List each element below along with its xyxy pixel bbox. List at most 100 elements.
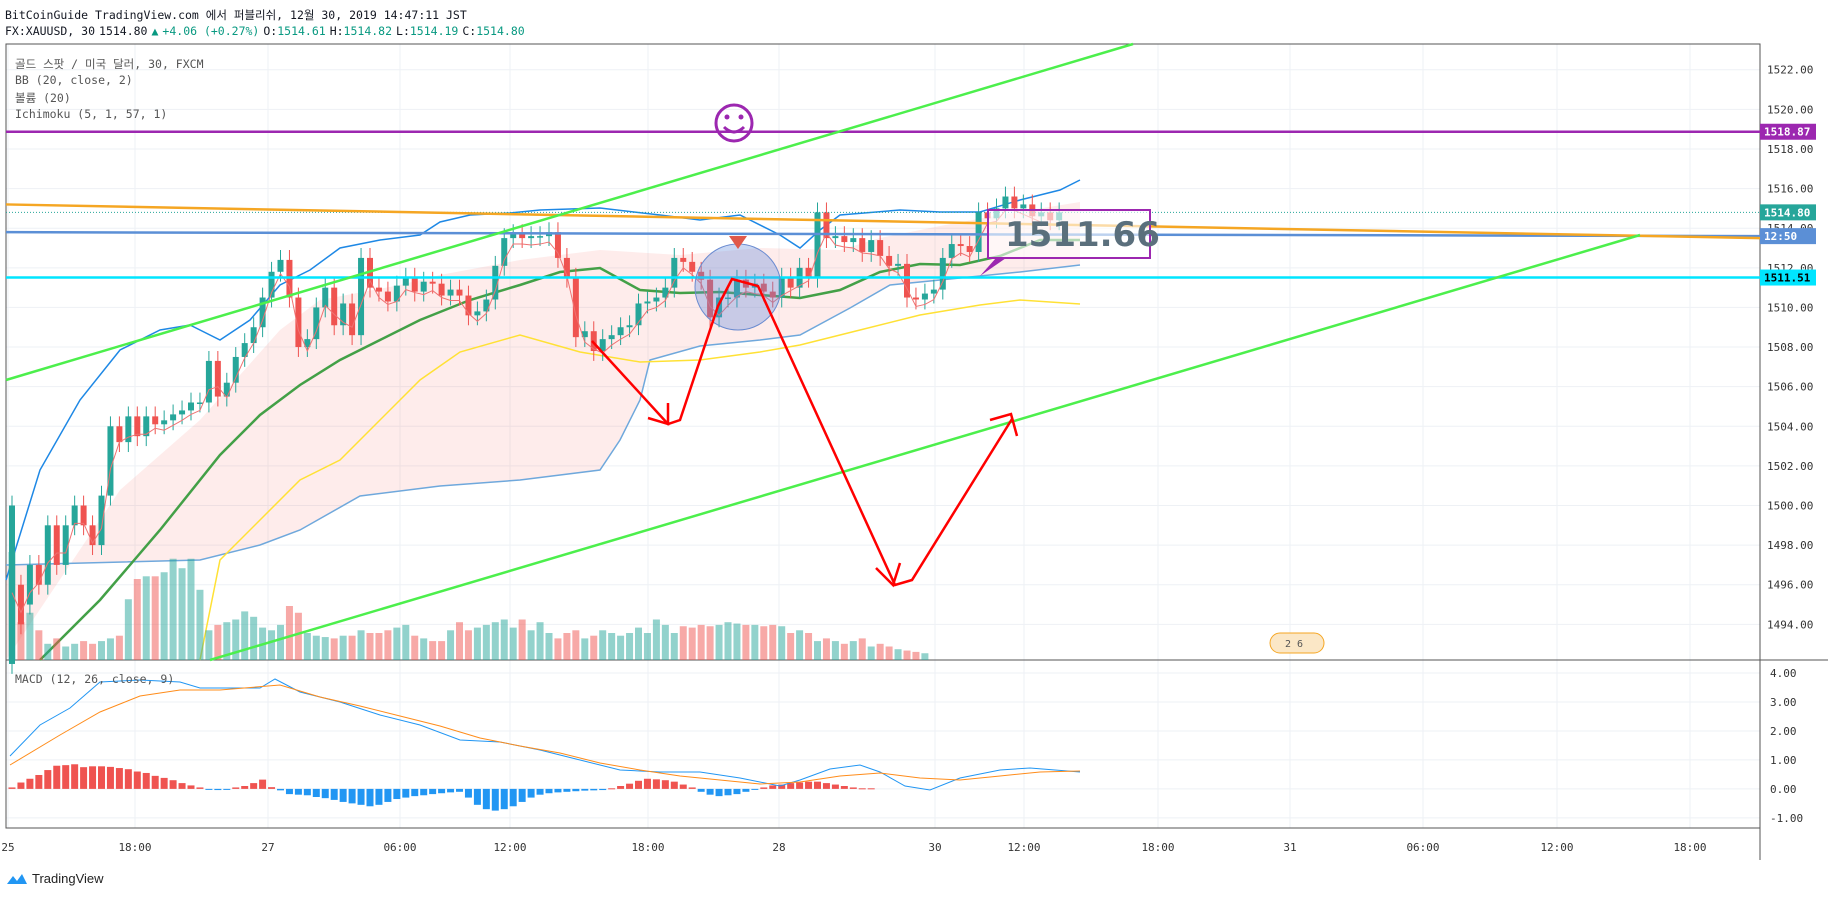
candle [805, 267, 812, 278]
candle [125, 416, 132, 443]
volume-bar [375, 633, 383, 660]
price-tick-label: 1506.00 [1767, 381, 1813, 394]
macd-histogram-bar [840, 786, 848, 789]
price-tick-label: 1516.00 [1767, 183, 1813, 196]
volume-bar [769, 624, 777, 660]
candle [581, 331, 588, 338]
candle [44, 525, 51, 585]
badge-cyan: 1511.51 [1764, 272, 1811, 285]
candle [787, 277, 794, 288]
macd-histogram-bar [124, 769, 132, 789]
volume-bar [822, 638, 830, 660]
highlight-circle [694, 243, 782, 331]
macd-histogram-bar [724, 788, 732, 796]
candle [912, 297, 919, 300]
macd-histogram-bar [858, 788, 866, 790]
volume-bar [106, 638, 114, 660]
candle [537, 236, 544, 238]
candle [358, 257, 365, 336]
volume-bar [545, 633, 553, 660]
volume-bar [321, 637, 329, 660]
candle [930, 289, 937, 294]
price-tick-label: 1520.00 [1767, 103, 1813, 116]
volume-bar [876, 643, 884, 660]
candle [1011, 196, 1018, 209]
macd-tick-label: -1.00 [1770, 812, 1803, 825]
macd-histogram-bar [178, 783, 186, 789]
macd-histogram-bar [679, 784, 687, 789]
macd-histogram-bar [339, 788, 347, 802]
candle [725, 297, 731, 300]
smiley-mouth [722, 125, 746, 134]
badge-countdown: 12:50 [1764, 230, 1797, 243]
macd-histogram-bar [715, 788, 723, 797]
macd-histogram-bar [106, 766, 114, 789]
macd-histogram-bar [554, 788, 562, 793]
open-label: O: [263, 24, 278, 38]
volume-bar [742, 624, 750, 660]
candle [214, 360, 221, 397]
macd-histogram-bar [563, 788, 571, 792]
macd-histogram-bar [223, 788, 231, 790]
smiley-face [714, 103, 754, 143]
macd-histogram-bar [473, 788, 481, 805]
volume-bar [268, 630, 276, 660]
candle [241, 343, 248, 357]
macd-histogram-bar [35, 774, 43, 789]
macd-histogram-bar [643, 778, 651, 789]
price-tick-label: 1508.00 [1767, 341, 1813, 354]
macd-histogram-bar [294, 788, 302, 795]
macd-histogram-bar [706, 788, 714, 795]
macd-histogram-bar [62, 765, 70, 789]
volume-bar [151, 576, 159, 660]
volume-bar [62, 646, 70, 660]
macd-histogram-bar [187, 785, 195, 789]
candle [528, 236, 535, 239]
time-tick-label: 12:00 [493, 841, 526, 854]
legend-macd: MACD (12, 26, close, 9) [15, 672, 175, 686]
volume-bar [608, 633, 616, 660]
candle [698, 271, 705, 280]
price-tick-label: 1504.00 [1767, 420, 1813, 433]
candle [250, 327, 257, 344]
volume-bar [912, 651, 920, 660]
volume-bar [814, 641, 821, 660]
candle [886, 255, 893, 266]
ichimoku-cloud [6, 202, 1080, 660]
macd-histogram-bar [268, 787, 276, 789]
volume-bar [160, 572, 168, 660]
volume-bar [178, 568, 186, 660]
candle [608, 335, 615, 340]
volume-bar [133, 579, 141, 660]
time-tick-label: 06:00 [383, 841, 416, 854]
time-tick-label: 18:00 [631, 841, 664, 854]
volume-bar [572, 630, 580, 660]
volume-bar [617, 635, 625, 660]
tradingview-footer[interactable]: TradingView [6, 871, 104, 886]
macd-histogram-bar [330, 788, 338, 800]
ichimoku-base-line [39, 238, 1080, 661]
macd-histogram-bar [500, 788, 508, 810]
macd-histogram-bar [867, 788, 875, 790]
candle [814, 212, 821, 278]
candle [223, 382, 230, 397]
macd-histogram-bar [751, 788, 759, 790]
volume-bar [429, 641, 437, 660]
candle [107, 426, 114, 496]
volume-bar [339, 635, 347, 660]
volume-bar [89, 643, 97, 660]
macd-histogram-bar [796, 782, 804, 789]
candle [662, 287, 669, 298]
volume-bar [805, 633, 813, 660]
macd-histogram-bar [303, 788, 311, 796]
candle [841, 236, 848, 243]
volume-bar [456, 622, 463, 660]
candle [393, 285, 400, 302]
candle [904, 263, 910, 298]
volume-bar [473, 627, 481, 660]
tradingview-logo-icon [7, 873, 27, 884]
macd-histogram-bar [196, 787, 204, 789]
macd-tick-label: 4.00 [1770, 667, 1797, 680]
candle [760, 283, 767, 292]
